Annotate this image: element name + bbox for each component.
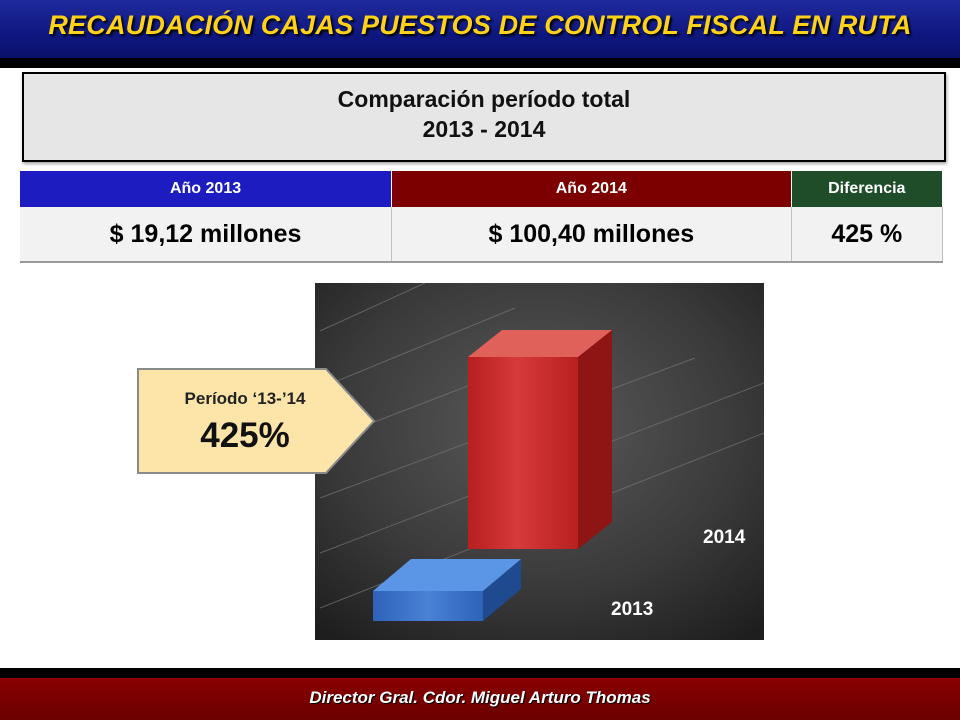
header-year-2013: Año 2013 — [20, 171, 393, 207]
bar-2013 — [373, 591, 483, 621]
bar-chart: 2014 2013 — [315, 283, 764, 640]
header-year-2014: Año 2014 — [391, 171, 792, 207]
comparison-period: 2013 - 2014 — [422, 116, 546, 142]
callout-value: 425% — [200, 416, 290, 455]
value-difference: 425 % — [791, 207, 944, 263]
table-header-row: Año 2013 Año 2014 Diferencia — [20, 171, 944, 207]
comparison-table: Año 2013 Año 2014 Diferencia $ 19,12 mil… — [20, 171, 944, 263]
category-label-2014: 2014 — [703, 527, 746, 548]
comparison-title: Comparación período total — [337, 86, 631, 112]
comparison-box: Comparación período total 2013 - 2014 — [22, 72, 946, 162]
bar-top-2013 — [373, 559, 521, 591]
header-difference: Diferencia — [791, 171, 944, 207]
bar-side-2014 — [578, 330, 612, 549]
bar-top-2014 — [468, 330, 612, 357]
page-title: RECAUDACIÓN CAJAS PUESTOS DE CONTROL FIS… — [48, 10, 912, 40]
category-label-2013: 2013 — [611, 599, 653, 620]
bar-2014 — [468, 357, 578, 549]
callout-arrow — [137, 368, 376, 474]
table-row: $ 19,12 millones $ 100,40 millones 425 % — [20, 207, 944, 263]
footer-bar: Director Gral. Cdor. Miguel Arturo Thoma… — [0, 678, 960, 720]
footer-credit: Director Gral. Cdor. Miguel Arturo Thoma… — [309, 688, 651, 707]
bar-side-2013 — [483, 559, 521, 621]
footer-divider — [0, 668, 960, 678]
value-2013: $ 19,12 millones — [20, 207, 393, 263]
callout-label: Período ‘13-’14 — [184, 389, 306, 408]
header-bar: RECAUDACIÓN CAJAS PUESTOS DE CONTROL FIS… — [0, 0, 960, 68]
value-2014: $ 100,40 millones — [391, 207, 792, 263]
